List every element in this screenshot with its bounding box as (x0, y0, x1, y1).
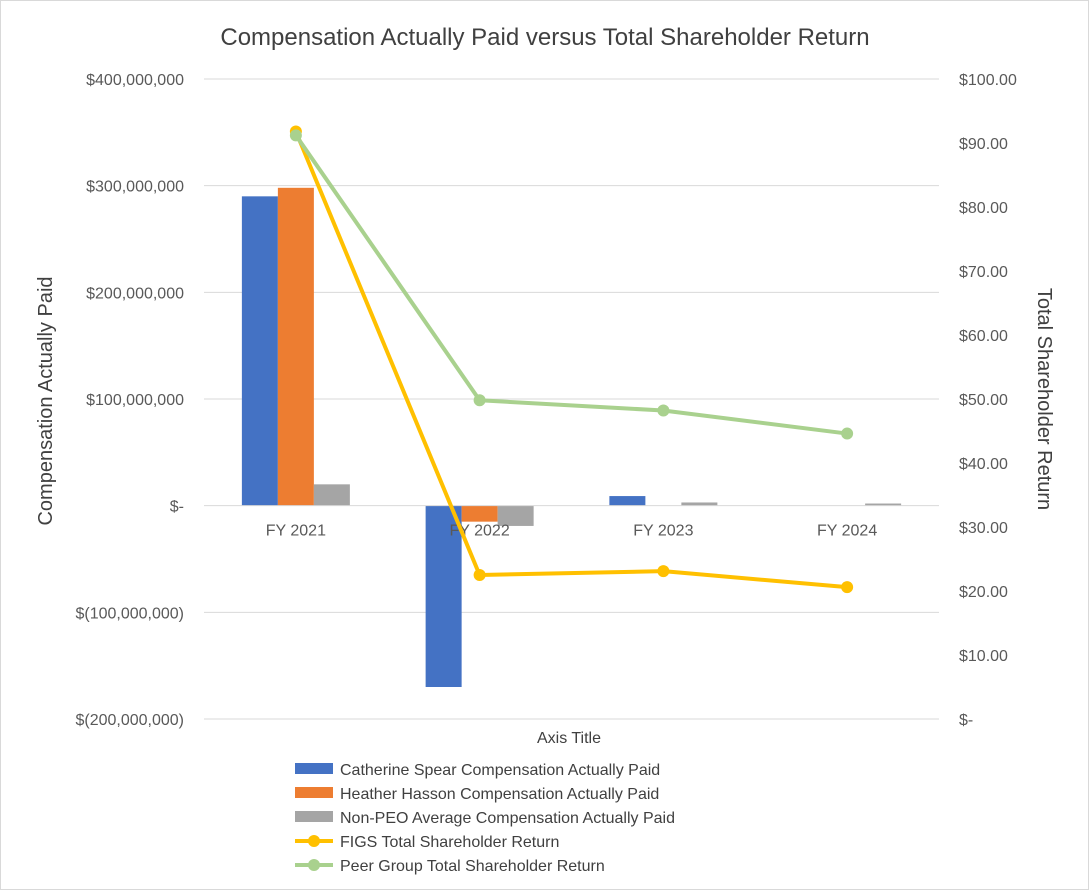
legend-item: FIGS Total Shareholder Return (295, 834, 559, 851)
y-tick-label: $200,000,000 (86, 285, 184, 302)
gridlines (204, 78, 939, 720)
y2-axis-label: Total Shareholder Return (1033, 288, 1055, 510)
line-point (289, 129, 302, 142)
bar (313, 484, 350, 506)
legend-item: Heather Hasson Compensation Actually Pai… (295, 786, 659, 803)
line-point (841, 427, 854, 440)
y-tick-label: $300,000,000 (86, 179, 184, 196)
lines (289, 125, 854, 594)
y-axis-label: Compensation Actually Paid (35, 276, 57, 525)
right-axis-ticks: $100.00 $90.00 $80.00 $70.00 $60.00 $50.00 $40… (959, 72, 1017, 729)
bars (241, 187, 902, 687)
bar (497, 505, 534, 526)
line-point (841, 581, 854, 594)
bar (461, 505, 498, 522)
bar (241, 196, 278, 506)
y2-tick-label: $50.00 (959, 392, 1008, 409)
legend-swatch (295, 763, 333, 774)
bar (681, 502, 718, 506)
y2-tick-label: $60.00 (959, 328, 1008, 345)
line-point (657, 404, 670, 417)
y2-tick-label: $20.00 (959, 584, 1008, 601)
legend-item: Catherine Spear Compensation Actually Pa… (295, 762, 660, 779)
y-tick-label: $- (170, 499, 184, 516)
chart-title: Compensation Actually Paid versus Total … (220, 24, 869, 51)
y-tick-label: $400,000,000 (86, 72, 184, 89)
line-point (473, 569, 486, 581)
y2-tick-label: $10.00 (959, 648, 1008, 665)
y2-tick-label: $80.00 (959, 200, 1008, 217)
legend-label: Non-PEO Average Compensation Actually Pa… (340, 810, 675, 827)
left-axis-ticks: $400,000,000 $300,000,000 $200,000,000 $100… (75, 72, 184, 729)
bar (425, 505, 462, 687)
y2-tick-label: $90.00 (959, 136, 1008, 153)
y2-tick-label: $70.00 (959, 264, 1008, 281)
category-label: FY 2023 (633, 523, 693, 540)
category-label: FY 2024 (817, 523, 877, 540)
legend-swatch (295, 787, 333, 798)
y2-tick-label: $30.00 (959, 520, 1008, 537)
bar (277, 187, 314, 506)
legend-item: Peer Group Total Shareholder Return (295, 858, 605, 875)
legend-marker (308, 835, 320, 847)
bar (609, 496, 646, 506)
legend-label: Heather Hasson Compensation Actually Pai… (340, 786, 659, 803)
legend-item: Non-PEO Average Compensation Actually Pa… (295, 810, 675, 827)
y2-tick-label: $40.00 (959, 456, 1008, 473)
bar (865, 503, 902, 506)
legend-label: Peer Group Total Shareholder Return (340, 858, 605, 875)
y-tick-label: $(100,000,000) (75, 605, 184, 622)
y2-tick-label: $- (959, 712, 973, 729)
category-labels: FY 2021 FY 2022 FY 2023 FY 2024 (266, 523, 878, 540)
legend: Catherine Spear Compensation Actually Pa… (295, 762, 675, 875)
legend-swatch (295, 811, 333, 822)
legend-marker (308, 859, 320, 871)
series-line (294, 130, 848, 590)
legend-label: Catherine Spear Compensation Actually Pa… (340, 762, 660, 779)
y2-tick-label: $100.00 (959, 72, 1017, 89)
line-point (657, 565, 670, 578)
line-point (473, 394, 486, 407)
x-axis-title: Axis Title (537, 730, 601, 747)
category-label: FY 2021 (266, 523, 326, 540)
legend-label: FIGS Total Shareholder Return (340, 834, 559, 851)
y-tick-label: $(200,000,000) (75, 712, 184, 729)
series-line (294, 134, 848, 436)
y-tick-label: $100,000,000 (86, 392, 184, 409)
